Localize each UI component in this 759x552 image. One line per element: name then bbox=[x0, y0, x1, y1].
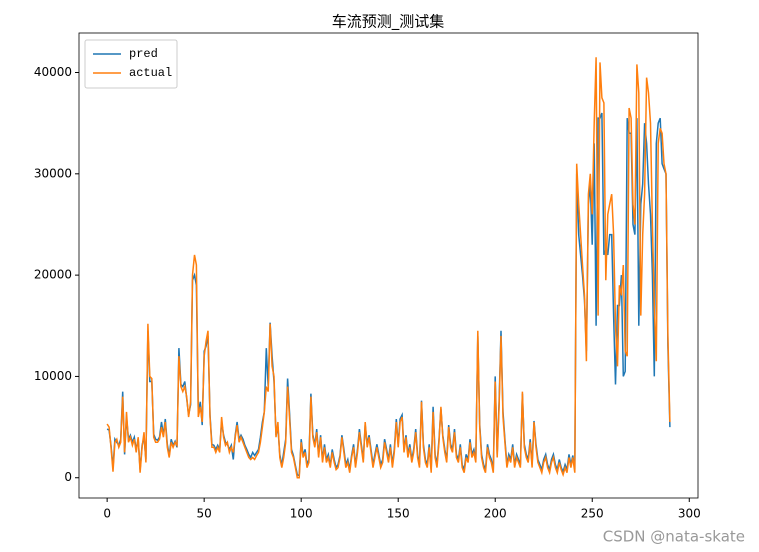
x-tick-label: 250 bbox=[581, 507, 604, 521]
y-tick-label: 10000 bbox=[34, 369, 72, 383]
x-tick-label: 100 bbox=[290, 507, 313, 521]
legend-box bbox=[84, 39, 178, 89]
legend: pred actual bbox=[84, 39, 178, 89]
x-tick-label: 200 bbox=[484, 507, 507, 521]
x-tick-label: 300 bbox=[678, 507, 701, 521]
x-tick-label: 50 bbox=[197, 507, 212, 521]
chart-title: 车流预测_测试集 bbox=[332, 13, 445, 32]
series-line bbox=[106, 57, 671, 479]
plot-frame bbox=[78, 32, 699, 499]
y-tick-label: 40000 bbox=[34, 65, 72, 79]
y-tick-label: 0 bbox=[64, 470, 72, 484]
x-tick-label: 150 bbox=[387, 507, 410, 521]
y-tick-label: 30000 bbox=[34, 166, 72, 180]
legend-label: actual bbox=[129, 66, 172, 80]
x-tick-label: 0 bbox=[103, 507, 111, 521]
legend-label: pred bbox=[129, 47, 158, 61]
watermark: CSDN @nata-skate bbox=[603, 528, 745, 546]
y-tick-label: 20000 bbox=[34, 268, 72, 282]
